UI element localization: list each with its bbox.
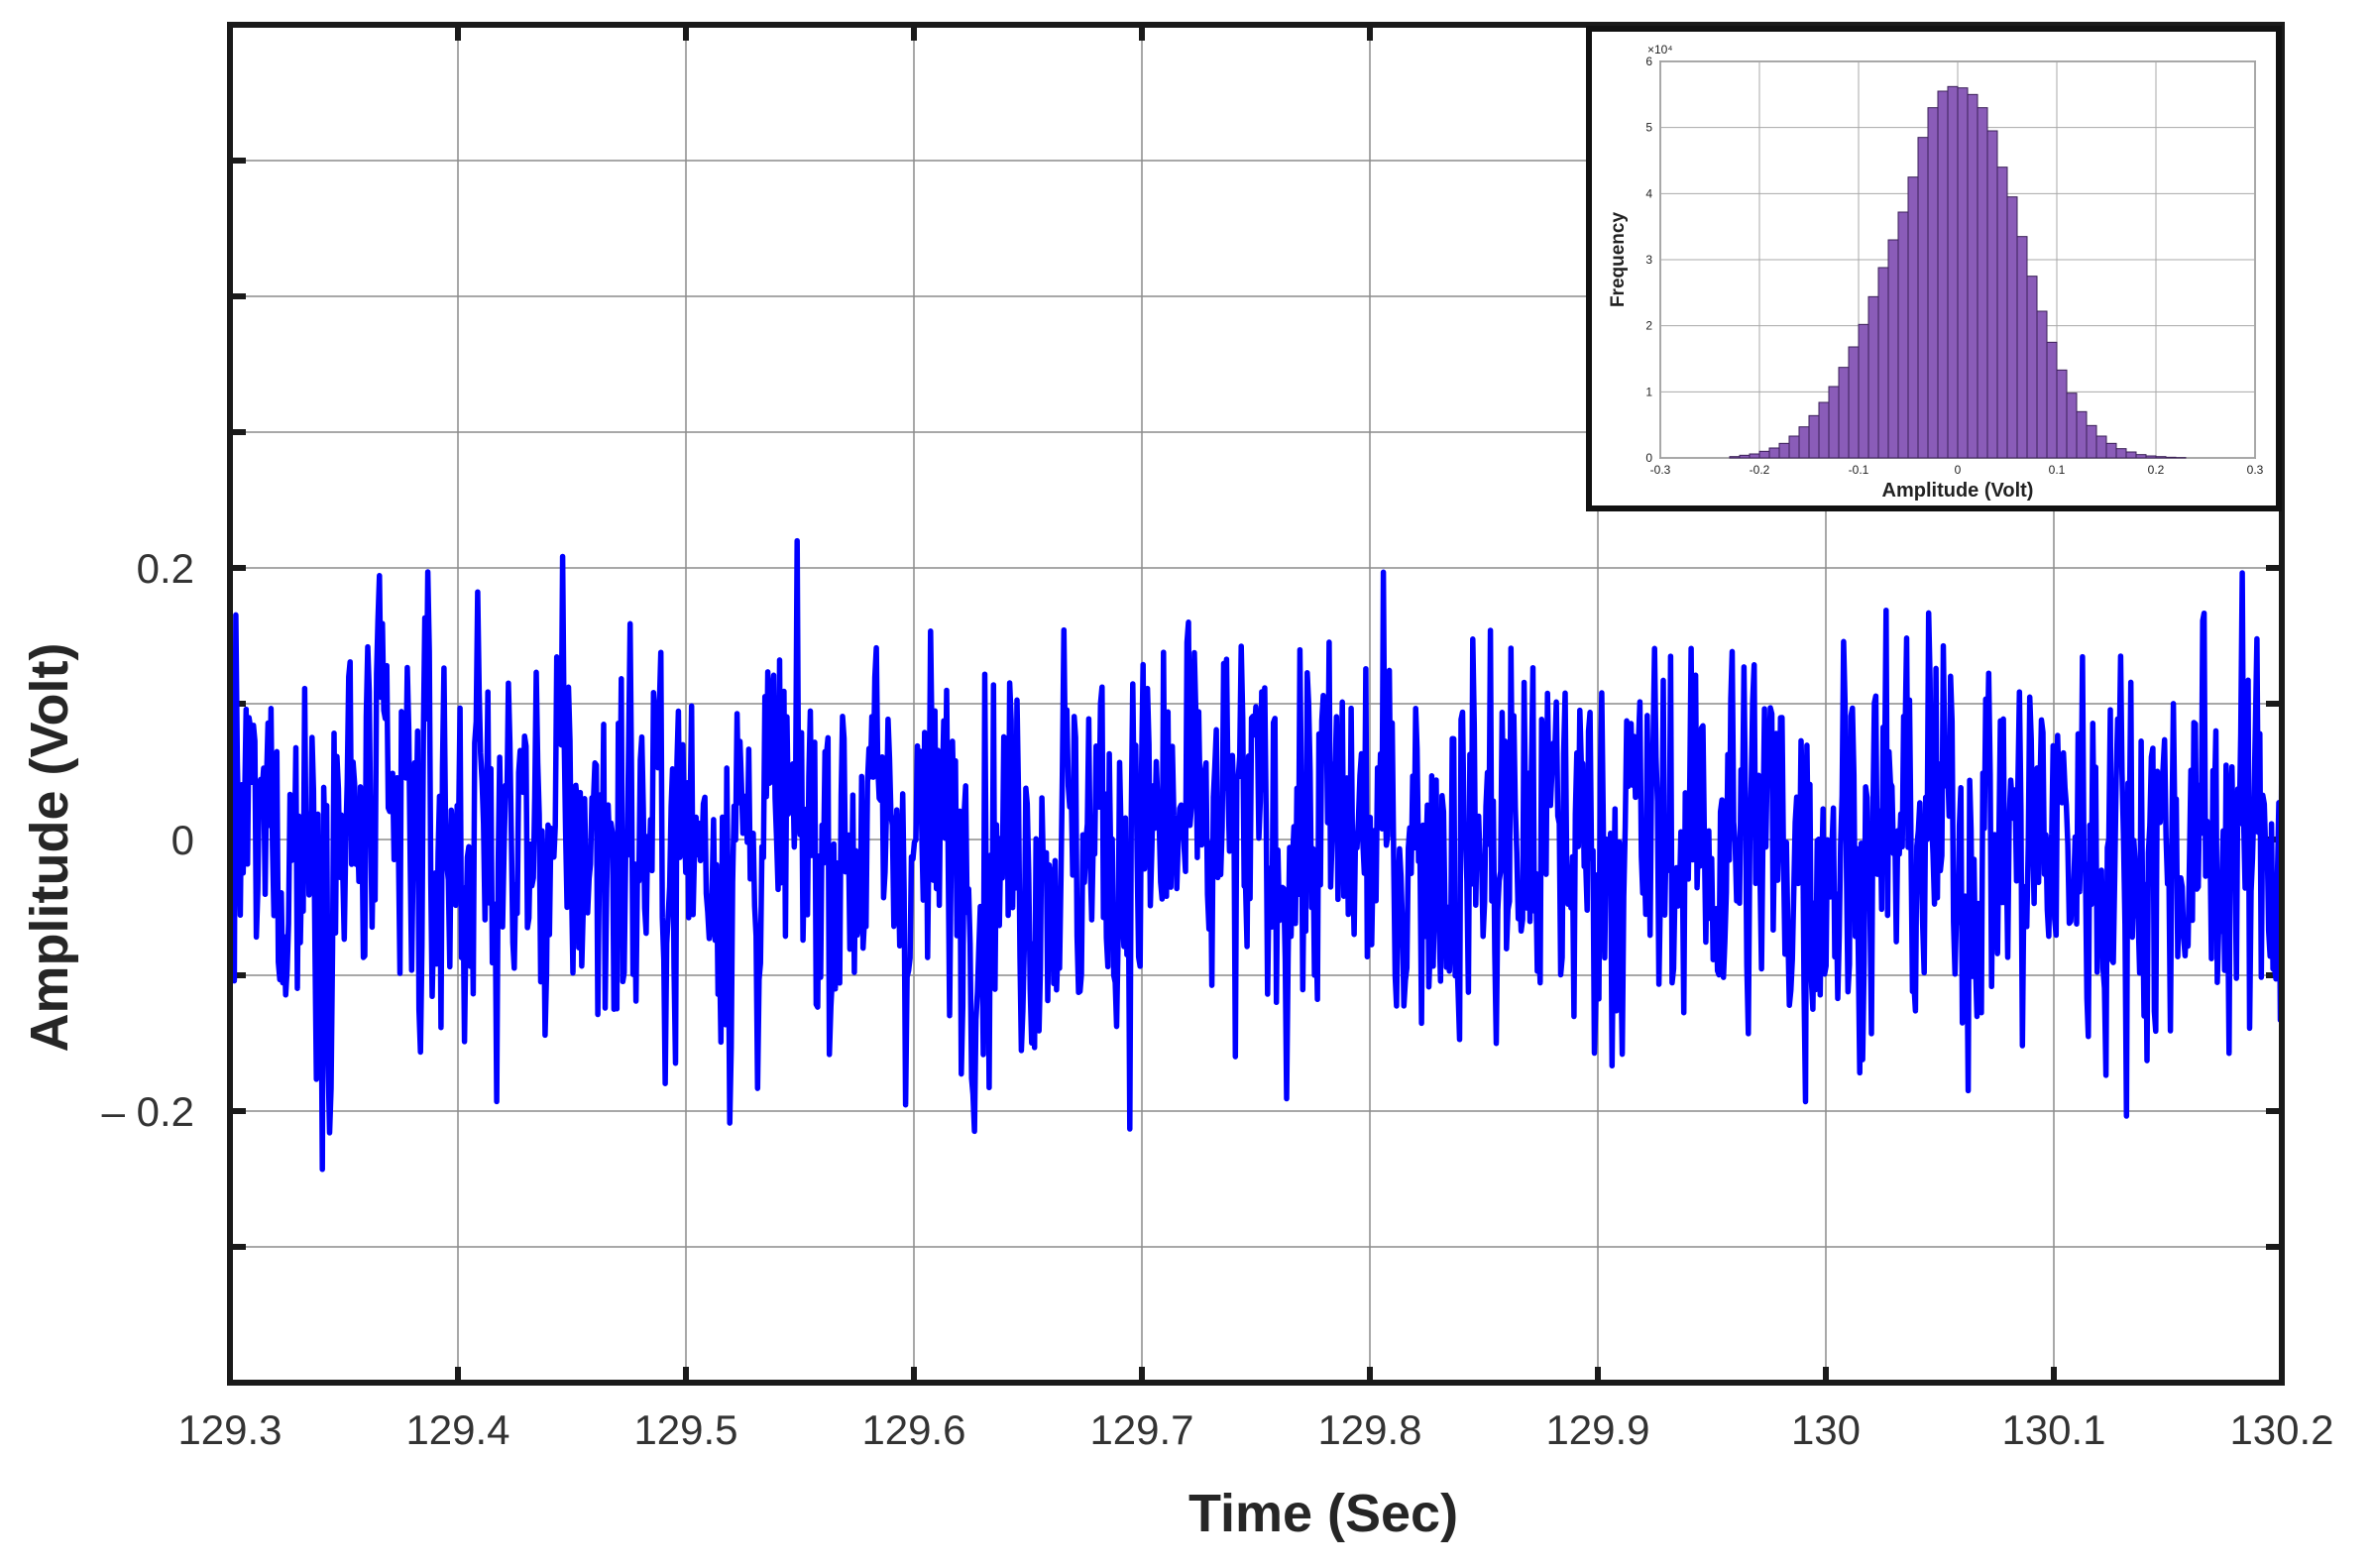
histogram-bar [1947, 85, 1959, 459]
histogram-bar [2145, 455, 2157, 459]
main-x-tick-label: 130 [1791, 1406, 1861, 1453]
histogram-bar [2135, 454, 2147, 459]
histogram-bar [1838, 367, 1850, 459]
main-x-tick-label: 129.5 [633, 1406, 737, 1453]
inset-y-tick-label: 4 [1645, 186, 1652, 200]
histogram-bar [1768, 447, 1780, 459]
histogram-bar [1957, 87, 1969, 459]
histogram-bar [2125, 451, 2137, 459]
inset-bars [1729, 85, 2187, 459]
inset-y-multiplier: ×10⁴ [1647, 43, 1673, 56]
histogram-bar [1798, 426, 1810, 459]
histogram-bar [2115, 448, 2127, 459]
histogram-bar [1907, 176, 1919, 459]
main-x-tick-label: 130.2 [2229, 1406, 2333, 1453]
histogram-bar [1996, 167, 2008, 459]
histogram-bar [1729, 456, 1741, 459]
histogram-bar [2155, 456, 2167, 459]
main-x-tick-label: 129.3 [177, 1406, 282, 1453]
main-x-tick-label: 129.7 [1089, 1406, 1193, 1453]
main-y-tick-labels: 0.2 0 – 0.2 [102, 545, 194, 1135]
histogram-bar [1848, 346, 1860, 459]
histogram-bar [1739, 454, 1751, 459]
histogram-bar [1867, 295, 1879, 459]
histogram-bar [1877, 267, 1889, 459]
inset-y-tick-label: 6 [1645, 55, 1652, 68]
main-x-tick-labels: 129.3 129.4 129.5 129.6 129.7 129.8 129.9 130 13… [177, 1406, 2333, 1453]
histogram-bar [2036, 310, 2048, 459]
inset-x-tick-label: 0.3 [2247, 463, 2264, 477]
histogram-bar [1828, 386, 1840, 459]
main-y-tick-label: 0 [171, 817, 194, 863]
histogram-bar [2006, 196, 2018, 459]
histogram-bar [1986, 130, 1998, 459]
histogram-bar [1758, 450, 1770, 459]
histogram-bar [1937, 90, 1949, 459]
inset-y-tick-label: 2 [1645, 319, 1652, 333]
histogram-bar [2046, 341, 2058, 459]
histogram-bar [2095, 435, 2107, 459]
histogram-bar [1977, 107, 1988, 459]
inset-y-tick-labels: 0 1 2 3 4 5 6 [1645, 55, 1652, 465]
inset-x-tick-label: 0 [1955, 463, 1962, 477]
histogram-bar [2165, 456, 2177, 459]
histogram-bar [2105, 442, 2117, 459]
histogram-bar [1788, 435, 1800, 459]
inset-histogram: -0.3 -0.2 -0.1 0 0.1 0.2 0.3 0 1 2 3 4 5 6 ×10⁴ Ampl… [1586, 26, 2282, 511]
inset-x-tick-label: -0.2 [1750, 463, 1770, 477]
main-x-tick-label: 129.9 [1545, 1406, 1649, 1453]
inset-x-tick-label: 0.1 [2049, 463, 2066, 477]
inset-x-tick-label: -0.1 [1849, 463, 1869, 477]
histogram-bar [2066, 392, 2078, 459]
main-x-tick-label: 129.4 [405, 1406, 509, 1453]
histogram-bar [2026, 276, 2038, 459]
inset-y-tick-label: 5 [1645, 121, 1652, 135]
histogram-bar [1818, 401, 1830, 459]
inset-x-tick-label: 0.2 [2148, 463, 2165, 477]
main-x-tick-label: 129.6 [861, 1406, 965, 1453]
histogram-bar [1897, 211, 1909, 459]
main-y-axis-label: Amplitude (Volt) [20, 643, 79, 1053]
inset-y-axis-label: Frequency [1608, 212, 1629, 308]
histogram-bar [1749, 453, 1760, 459]
histogram-bar [1917, 137, 1929, 459]
main-x-tick-label: 129.8 [1317, 1406, 1421, 1453]
main-y-tick-label: 0.2 [137, 545, 194, 592]
inset-y-tick-label: 1 [1645, 385, 1652, 398]
histogram-bar [2016, 236, 2028, 459]
histogram-bar [2076, 410, 2088, 459]
histogram-bar [1927, 107, 1939, 459]
inset-y-tick-label: 0 [1645, 451, 1652, 465]
main-x-tick-label: 130.1 [2001, 1406, 2105, 1453]
main-x-axis-label: Time (Sec) [1188, 1484, 1458, 1543]
inset-y-tick-label: 3 [1645, 253, 1652, 267]
histogram-bar [1858, 323, 1869, 459]
histogram-bar [1778, 442, 1790, 459]
inset-x-tick-labels: -0.3 -0.2 -0.1 0 0.1 0.2 0.3 [1650, 463, 2264, 477]
histogram-bar [1808, 414, 1820, 459]
histogram-bar [1887, 239, 1899, 459]
inset-x-axis-label: Amplitude (Volt) [1882, 480, 2034, 502]
histogram-bar [2056, 369, 2068, 459]
signal-line [227, 537, 2285, 1173]
histogram-bar [2086, 424, 2097, 459]
inset-x-tick-label: -0.3 [1650, 463, 1671, 477]
histogram-bar [1967, 93, 1978, 459]
main-plot-frame [227, 22, 2285, 1386]
main-y-tick-label: – 0.2 [102, 1088, 194, 1135]
